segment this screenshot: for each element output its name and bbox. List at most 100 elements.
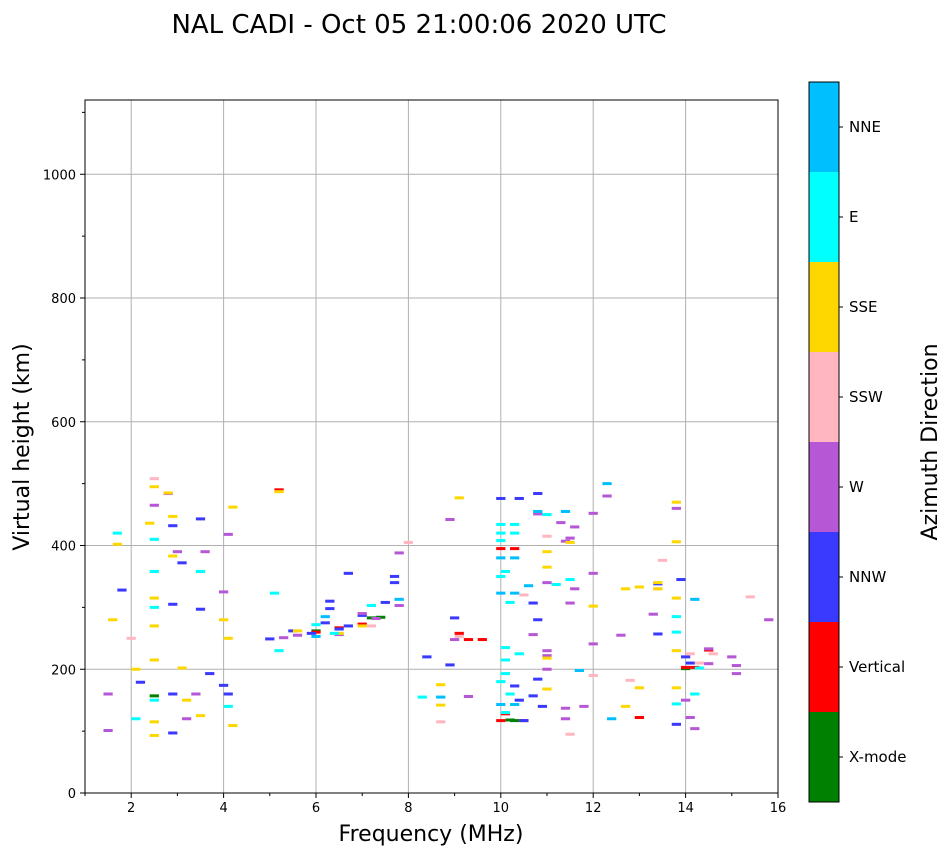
echo-point <box>634 686 645 690</box>
echo-point <box>200 550 210 554</box>
echo-point <box>218 618 229 622</box>
echo-point <box>560 706 571 710</box>
echo-point <box>510 522 520 526</box>
echo-point <box>671 686 681 690</box>
echo-point <box>694 661 705 665</box>
echo-point <box>510 591 520 595</box>
echo-point <box>528 601 538 605</box>
echo-point <box>417 695 427 699</box>
echo-point <box>223 532 233 536</box>
echo-point <box>671 722 681 726</box>
echo-point <box>671 540 681 544</box>
echo-point <box>371 617 381 621</box>
echo-point <box>671 702 681 706</box>
echo-point <box>357 613 367 617</box>
colorbar-label: X-mode <box>849 748 906 766</box>
x-tick-label: 6 <box>312 801 320 816</box>
echo-point <box>449 616 460 620</box>
colorbar-title: Azimuth Direction <box>918 343 943 540</box>
echo-point <box>620 704 631 708</box>
echo-point <box>500 672 511 676</box>
echo-point <box>103 729 113 733</box>
echo-point <box>528 633 538 637</box>
echo-point <box>704 662 714 666</box>
echo-point <box>653 632 663 636</box>
echo-point <box>320 621 330 625</box>
echo-point <box>454 631 464 635</box>
echo-point <box>311 634 321 638</box>
echo-point <box>195 607 206 611</box>
echo-point <box>168 602 178 606</box>
echo-point <box>436 695 446 699</box>
echo-point <box>514 698 524 702</box>
x-tick-label: 12 <box>585 801 602 816</box>
echo-point <box>560 717 571 721</box>
echo-point <box>325 607 335 611</box>
echo-point <box>514 496 524 500</box>
echo-point <box>528 694 538 698</box>
echo-point <box>149 658 159 662</box>
echo-point <box>542 550 552 554</box>
echo-point <box>496 539 506 543</box>
echo-point <box>496 547 506 551</box>
echo-point <box>680 655 691 659</box>
echo-point <box>533 509 543 513</box>
echo-point <box>533 677 543 681</box>
x-tick-label: 14 <box>677 801 694 816</box>
echo-point <box>149 485 159 489</box>
echo-point <box>500 711 511 715</box>
echo-point <box>542 687 552 691</box>
echo-point <box>510 719 520 723</box>
echo-point <box>671 596 681 600</box>
echo-point <box>191 692 201 696</box>
echo-point <box>542 581 552 585</box>
echo-point <box>542 534 552 538</box>
echo-point <box>625 678 635 682</box>
echo-point <box>436 703 446 707</box>
echo-point <box>542 565 552 569</box>
echo-point <box>588 571 598 575</box>
echo-point <box>496 531 506 535</box>
echo-point <box>500 646 511 650</box>
echo-point <box>389 581 400 585</box>
echo-point <box>228 505 238 509</box>
colorbar-segment <box>809 262 839 352</box>
echo-point <box>149 537 159 541</box>
colorbar: X-mode Vertical NNW W SSW SSE E NNE <box>808 81 906 803</box>
colorbar-label: E <box>849 208 858 226</box>
echo-point <box>177 561 187 565</box>
echo-point <box>149 569 159 573</box>
colorbar-segment <box>809 532 839 622</box>
echo-point <box>510 531 520 535</box>
echo-point <box>205 672 215 676</box>
colorbar-label: SSW <box>849 388 883 406</box>
echo-point <box>537 704 547 708</box>
echo-point <box>556 521 566 525</box>
y-axis-label: Virtual height (km) <box>10 343 35 550</box>
colorbar-segment <box>809 82 839 172</box>
echo-point <box>510 703 520 707</box>
echo-point <box>496 680 506 684</box>
echo-point <box>149 605 159 609</box>
echo-point <box>463 694 474 698</box>
echo-point <box>542 649 552 653</box>
echo-point <box>149 503 159 507</box>
echo-point <box>496 556 506 560</box>
echo-point <box>616 633 626 637</box>
colorbar-label: NNE <box>849 118 881 136</box>
echo-point <box>514 652 524 656</box>
colorbar-segment <box>809 172 839 262</box>
echo-point <box>588 604 598 608</box>
x-axis-ticks: 2 4 6 8 10 12 14 16 <box>84 793 786 816</box>
echo-point <box>334 631 344 635</box>
echo-point <box>588 511 598 515</box>
y-tick-label: 600 <box>51 416 76 431</box>
echo-point <box>477 638 487 642</box>
echo-point <box>653 587 663 591</box>
echo-point <box>690 665 700 669</box>
echo-point <box>731 672 742 676</box>
echo-point <box>620 587 631 591</box>
echo-point <box>292 633 303 637</box>
y-tick-label: 400 <box>51 540 76 555</box>
